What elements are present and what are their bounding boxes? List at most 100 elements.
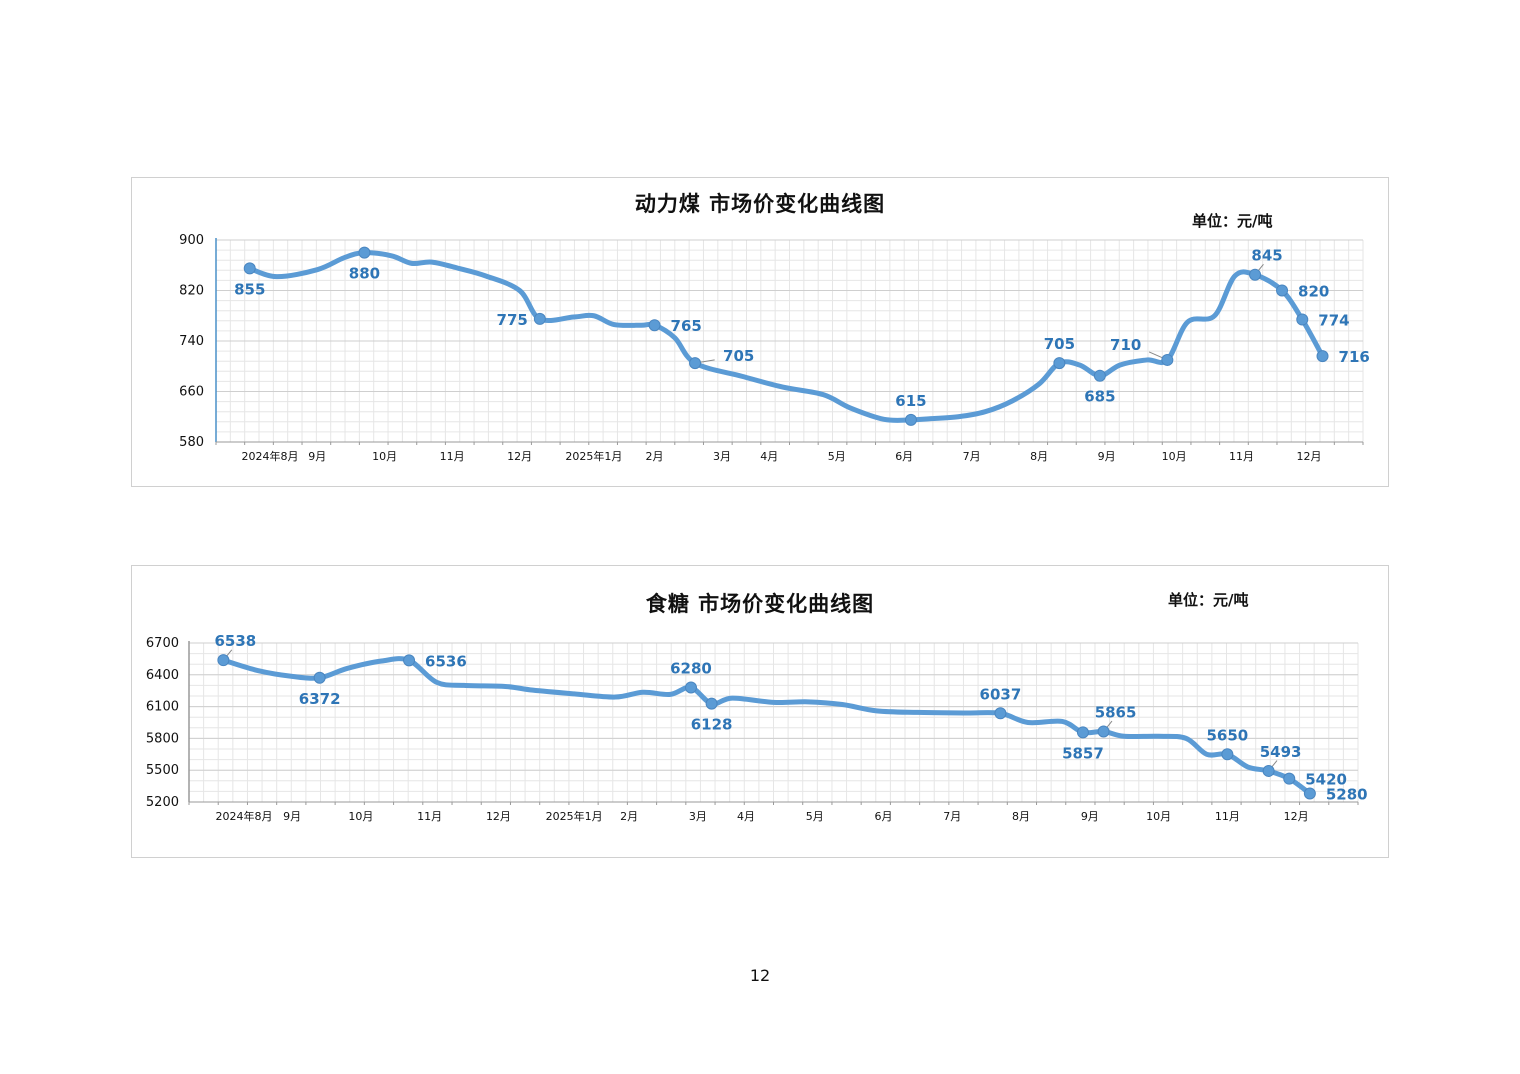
data-label: 6037 [980,685,1022,703]
y-tick-label: 900 [179,233,204,248]
y-tick-label: 6700 [146,636,179,651]
data-point [705,697,718,710]
data-point [358,246,371,259]
chart-unit-label: 单位：元/吨 [1168,591,1249,609]
data-label: 855 [234,280,265,298]
data-label: 845 [1251,247,1282,265]
data-label: 6372 [299,690,341,708]
data-point [1161,353,1174,366]
chart-title: 食糖 市场价变化曲线图 [645,592,875,616]
data-label: 765 [671,317,702,335]
data-point [1262,764,1275,777]
x-tick-label: 6月 [875,810,893,823]
data-label: 880 [349,265,380,283]
data-label: 6280 [670,660,712,678]
data-label: 685 [1084,388,1115,406]
data-label: 5493 [1260,743,1302,761]
x-tick-label: 9月 [1081,810,1099,823]
x-tick-label: 2024年8月 [241,449,298,463]
coal-price-chart: 动力煤 市场价变化曲线图 单位：元/吨 900 820 740 660 580 2024年… [131,177,1389,487]
x-tick-label: 7月 [963,450,981,463]
x-tick-label: 4月 [737,810,755,823]
x-tick-label: 10月 [1162,450,1187,463]
coal-price-plot: 900 820 740 660 580 2024年8月 9月 10月 11月 12月 2025年1月… [179,233,1370,463]
y-tick-label: 580 [179,435,204,450]
data-label: 775 [497,311,528,329]
x-tick-label: 2025年1月 [546,809,603,823]
y-tick-label: 6400 [146,668,179,683]
page-number: 12 [749,966,771,985]
data-label: 5420 [1305,771,1347,789]
data-point [1303,787,1316,800]
y-tick-label: 5200 [146,795,179,810]
x-tick-label: 9月 [308,450,326,463]
data-point [313,671,326,684]
x-tick-label: 2月 [620,810,638,823]
data-point [994,707,1007,720]
data-label: 5280 [1326,786,1368,804]
x-tick-label: 3月 [713,450,731,463]
x-tick-label: 5月 [828,450,846,463]
data-point [1053,357,1066,370]
data-point [533,312,546,325]
data-point [1283,772,1296,785]
data-point [648,319,661,332]
x-tick-label: 2024年8月 [216,809,273,823]
sugar-price-plot: 6700 6400 6100 5800 5500 5200 2024年8月 9月 10月 11月 1… [146,632,1368,823]
x-tick-label: 12月 [1297,450,1322,463]
data-point [1221,748,1234,761]
data-label: 710 [1110,336,1141,354]
data-point [904,413,917,426]
data-point [217,654,230,667]
y-tick-label: 740 [179,334,204,349]
x-tick-label: 5月 [806,810,824,823]
chart-title: 动力煤 市场价变化曲线图 [634,192,886,216]
data-label: 705 [723,347,754,365]
x-tick-label: 12月 [486,810,511,823]
y-tick-label: 5500 [146,763,179,778]
series-line [220,656,1313,797]
data-label: 5857 [1062,744,1104,762]
x-tick-label: 12月 [1284,810,1309,823]
data-point [1296,313,1309,326]
data-label: 820 [1298,283,1329,301]
data-point [243,262,256,275]
data-point [1097,725,1110,738]
y-tick-label: 6100 [146,700,179,715]
x-tick-label: 10月 [372,450,397,463]
x-tick-label: 3月 [689,810,707,823]
x-tick-label: 11月 [417,810,442,823]
x-tick-label: 9月 [1098,450,1116,463]
data-point [1316,350,1329,363]
x-tick-label: 10月 [348,810,373,823]
data-point [1249,268,1262,281]
x-tick-label: 7月 [943,810,961,823]
grid [215,239,1364,443]
data-label: 6128 [691,716,733,734]
data-point [684,681,697,694]
y-tick-label: 820 [179,284,204,299]
data-point [1093,369,1106,382]
y-tick-label: 5800 [146,731,179,746]
x-tick-label: 8月 [1012,810,1030,823]
data-label: 5865 [1095,704,1137,722]
x-tick-label: 11月 [440,450,465,463]
data-point [689,357,702,370]
x-tick-label: 9月 [283,810,301,823]
data-label: 774 [1318,312,1349,330]
x-tick-label: 8月 [1030,450,1048,463]
data-label: 615 [895,392,926,410]
data-label: 6538 [215,632,257,650]
x-tick-label: 6月 [895,450,913,463]
x-tick-label: 10月 [1146,810,1171,823]
x-tick-label: 2025年1月 [565,449,622,463]
x-tick-label: 11月 [1215,810,1240,823]
data-point [1076,726,1089,739]
x-tick-label: 4月 [760,450,778,463]
data-point [403,654,416,667]
sugar-price-chart: 食糖 市场价变化曲线图 单位：元/吨 6700 6400 6100 5800 5500 5… [131,565,1389,858]
data-point [1276,284,1289,297]
data-label: 705 [1044,335,1075,353]
y-tick-label: 660 [179,385,204,400]
x-tick-label: 12月 [507,450,532,463]
